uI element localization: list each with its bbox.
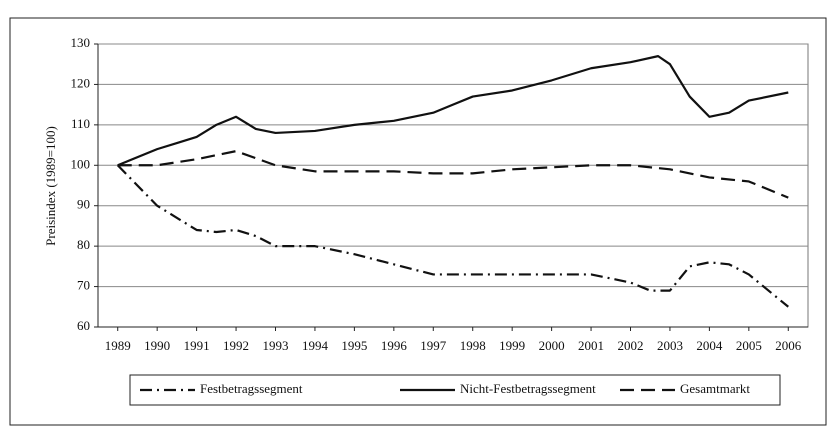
y-axis-label: Preisindex (1989=100) xyxy=(43,126,58,246)
y-tick-label: 110 xyxy=(71,116,90,131)
x-tick-label: 1991 xyxy=(184,338,210,353)
x-tick-label: 1994 xyxy=(302,338,329,353)
x-tick-label: 2000 xyxy=(539,338,565,353)
x-tick-label: 1997 xyxy=(420,338,447,353)
y-tick-label: 70 xyxy=(77,278,90,293)
x-tick-label: 1996 xyxy=(381,338,408,353)
plot-area xyxy=(97,43,809,328)
y-tick-label: 80 xyxy=(77,237,90,252)
y-tick-label: 120 xyxy=(71,75,91,90)
x-tick-label: 1998 xyxy=(460,338,486,353)
y-tick-label: 130 xyxy=(71,35,91,50)
y-tick-label: 90 xyxy=(77,197,90,212)
x-tick-label: 2003 xyxy=(657,338,683,353)
x-tick-label: 1989 xyxy=(105,338,131,353)
series-line xyxy=(116,164,789,308)
series-line xyxy=(117,55,789,167)
y-tick-label: 100 xyxy=(71,156,91,171)
x-tick-label: 2006 xyxy=(775,338,802,353)
x-tick-label: 1999 xyxy=(499,338,525,353)
x-tick-label: 1992 xyxy=(223,338,249,353)
legend-label: Gesamtmarkt xyxy=(680,381,750,396)
x-tick-label: 2005 xyxy=(736,338,762,353)
y-tick-label: 60 xyxy=(77,318,90,333)
series-line xyxy=(117,150,789,199)
x-tick-label: 1990 xyxy=(144,338,170,353)
x-tick-label: 1995 xyxy=(341,338,367,353)
chart-frame xyxy=(9,17,827,426)
x-tick-label: 2004 xyxy=(696,338,723,353)
x-tick-label: 2002 xyxy=(618,338,644,353)
legend-label: Festbetragssegment xyxy=(200,381,303,396)
legend-label: Nicht-Festbetragssegment xyxy=(460,381,596,396)
x-tick-label: 2001 xyxy=(578,338,604,353)
x-tick-label: 1993 xyxy=(263,338,289,353)
